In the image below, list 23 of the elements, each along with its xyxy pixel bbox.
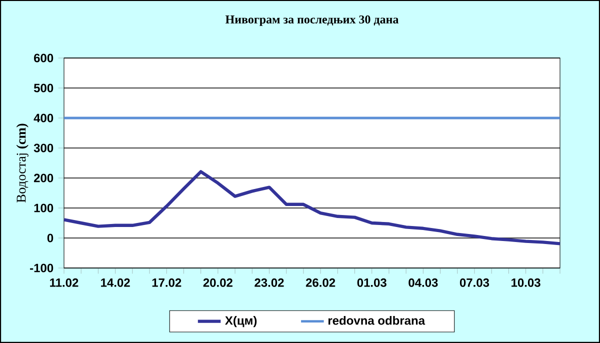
y-tick-label: 400 [34,114,54,122]
x-tick-label: 14.02 [101,278,130,287]
chart-title: Нивограм за последњих 30 дана [225,15,399,26]
y-tick-label: 600 [34,54,54,62]
legend-label: redovna odbrana [328,316,426,325]
legend-label: X(цм) [225,316,257,328]
y-tick-label: 500 [34,84,54,92]
y-tick-label: -100 [30,264,54,272]
y-tick-label: 300 [34,144,54,152]
y-tick-label: 0 [47,234,54,242]
y-tick-label: 200 [34,174,54,182]
x-tick-label: 20.02 [203,278,232,287]
line-series [62,170,562,246]
x-tick-label: 26.02 [306,278,336,287]
x-tick-label: 11.02 [50,278,78,287]
x-tick-label: 17.02 [152,278,182,287]
x-tick-label: 01.03 [357,278,386,287]
x-tick-label: 23.02 [254,278,284,287]
x-tick-label: 07.03 [460,278,490,287]
x-tick-label: 04.03 [408,278,438,287]
y-axis-title: Водостај (cm) [16,124,28,202]
y-tick-label: 100 [34,204,54,212]
x-tick-label: 10.03 [512,278,540,287]
